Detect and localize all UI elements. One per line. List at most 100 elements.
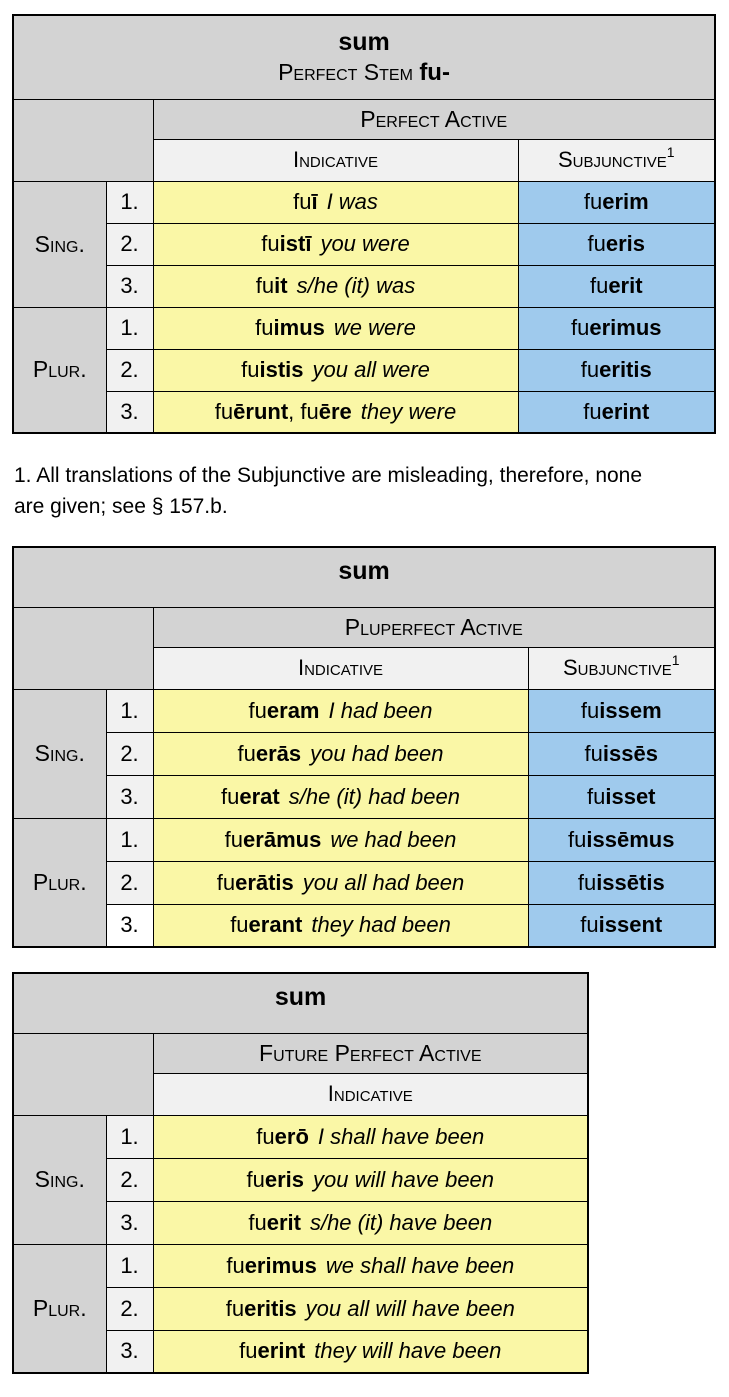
person-number: 3. — [105, 1329, 154, 1374]
latin-form: fuissent — [580, 912, 663, 938]
tense-header: Perfect Active — [152, 98, 716, 140]
table-title-cell: sum — [12, 972, 589, 1034]
subjunctive-form-cell: fuerint — [517, 390, 716, 434]
conjugation-row: Sing. 1. fueram I had been fuissem — [12, 688, 716, 819]
english-translation: they were — [360, 398, 457, 424]
subjunctive-header: Subjunctive1 — [527, 646, 716, 690]
english-translation: they had been — [311, 912, 451, 938]
number-group-label: Sing. — [12, 688, 107, 819]
person-number: 3. — [105, 774, 154, 819]
person-number: 2. — [105, 1157, 154, 1202]
future-perfect-table: sum Future Perfect Active Indicative Sin… — [12, 972, 590, 1374]
person-number: 1. — [105, 1114, 154, 1159]
latin-form: fuerant — [230, 912, 303, 938]
latin-form: fueritis — [580, 357, 652, 382]
latin-form: fuerāmus — [224, 826, 322, 852]
subjunctive-form-cell: fueris — [517, 222, 716, 266]
indicative-form-cell: fuit s/he (it) was — [152, 264, 519, 308]
tense-header: Future Perfect Active — [152, 1032, 589, 1074]
table-title-row: sum Perfect Stem fu- — [12, 14, 716, 100]
latin-form: fuerim — [583, 189, 649, 214]
conjugation-row: 2. fueritis you all will have been — [13, 1286, 589, 1331]
english-translation: I was — [326, 189, 378, 214]
conjugation-row: 3. fuit s/he (it) was fuerit — [13, 264, 716, 308]
footnote-marker: 1 — [671, 651, 680, 668]
number-group-label: Sing. — [12, 1114, 107, 1245]
latin-form: fuerat — [221, 783, 280, 809]
indicative-form-cell: fueris you will have been — [152, 1157, 589, 1202]
subjunctive-header-label: Subjunctive — [557, 147, 667, 172]
english-translation: s/he (it) was — [296, 273, 416, 298]
tense-header-row: Pluperfect Active — [12, 606, 716, 690]
person-number: 3. — [105, 1200, 154, 1245]
person-number: 1. — [105, 1243, 154, 1288]
subjunctive-form-cell: fuissent — [527, 903, 716, 948]
person-number: 2. — [105, 860, 154, 905]
conjugation-row: 2. fuerātis you all had been fuissētis — [13, 860, 716, 905]
english-translation: you were — [320, 231, 410, 256]
subjunctive-header: Subjunctive1 — [517, 138, 716, 182]
latin-form: fuissēmus — [568, 826, 675, 852]
number-group-label: Plur. — [12, 1243, 107, 1374]
indicative-form-cell: fuerat s/he (it) had been — [152, 774, 529, 819]
person-number: 1. — [105, 817, 154, 862]
indicative-form-cell: fuerimus we shall have been — [152, 1243, 589, 1288]
indicative-form-cell: fuī I was — [152, 180, 519, 224]
subjunctive-form-cell: fuissem — [527, 688, 716, 733]
footnote-line: are given; see § 157.b. — [14, 495, 228, 518]
indicative-form-cell: fuerātis you all had been — [152, 860, 529, 905]
verb-title: sum — [274, 982, 327, 1011]
indicative-form-cell: fuerāmus we had been — [152, 817, 529, 862]
conjugation-row: Sing. 1. fuerō I shall have been — [12, 1114, 589, 1245]
person-number: 2. — [105, 222, 154, 266]
indicative-form-cell: fueram I had been — [152, 688, 529, 733]
footnote-line: 1. All translations of the Subjunctive a… — [14, 464, 643, 487]
subjunctive-form-cell: fuissētis — [527, 860, 716, 905]
conjugation-row: Plur. 1. fuimus we were fuerimus — [12, 306, 716, 434]
conjugation-row: Plur. 1. fuerimus we shall have been — [12, 1243, 589, 1374]
table-title-row: sum — [12, 546, 716, 608]
tense-header: Pluperfect Active — [152, 606, 716, 648]
english-translation: I shall have been — [317, 1123, 485, 1149]
latin-form: fuerimus — [571, 315, 662, 340]
person-number: 2. — [105, 348, 154, 392]
english-translation: we shall have been — [325, 1252, 515, 1278]
latin-form: fuerō — [256, 1123, 309, 1149]
corner-cell — [12, 98, 154, 182]
conjugation-row: 2. fuistī you were fueris — [13, 222, 716, 266]
conjugation-row: 3. fuērunt, fuēre they were fuerint — [13, 390, 716, 434]
latin-form: fueris — [587, 231, 646, 256]
latin-form: fuissētis — [577, 869, 665, 895]
person-number: 3. — [105, 264, 154, 308]
conjugation-row: 2. fueris you will have been — [13, 1157, 589, 1202]
english-translation: s/he (it) had been — [288, 783, 460, 809]
mood-header-row: Indicative Subjunctive1 — [13, 646, 716, 690]
english-translation: I had been — [328, 697, 433, 723]
verb-title: sum — [338, 556, 390, 585]
indicative-form-cell: fuerō I shall have been — [152, 1114, 589, 1159]
latin-form: fuistī — [261, 231, 312, 256]
latin-form: fuissem — [580, 697, 662, 723]
stem-subtitle: Perfect Stem fu- — [16, 58, 712, 88]
conjugation-row: Sing. 1. fuī I was fuerim — [12, 180, 716, 308]
english-translation: you had been — [310, 740, 444, 766]
conjugation-row: 3. fuerint they will have been — [13, 1329, 589, 1374]
latin-form: fuistis — [241, 357, 304, 382]
latin-form: fueram — [248, 697, 320, 723]
number-group-label: Plur. — [12, 306, 107, 434]
indicative-form-cell: fuimus we were — [152, 306, 519, 350]
stem-subtitle-prefix: Perfect Stem — [278, 58, 420, 85]
number-group-label: Plur. — [12, 817, 107, 948]
table-title-cell: sum Perfect Stem fu- — [12, 14, 716, 100]
indicative-header: Indicative — [152, 138, 519, 182]
subjunctive-form-cell: fuerimus — [517, 306, 716, 350]
english-translation: you all were — [312, 357, 430, 382]
latin-form: fueris — [246, 1166, 305, 1192]
english-translation: we were — [333, 315, 416, 340]
conjugation-row: 2. fuerās you had been fuissēs — [13, 731, 716, 776]
person-number: 3. — [105, 903, 154, 948]
person-number: 2. — [105, 731, 154, 776]
latin-form: fuisset — [587, 783, 656, 809]
indicative-header: Indicative — [152, 646, 529, 690]
conjugation-row: 3. fuerit s/he (it) have been — [13, 1200, 589, 1245]
